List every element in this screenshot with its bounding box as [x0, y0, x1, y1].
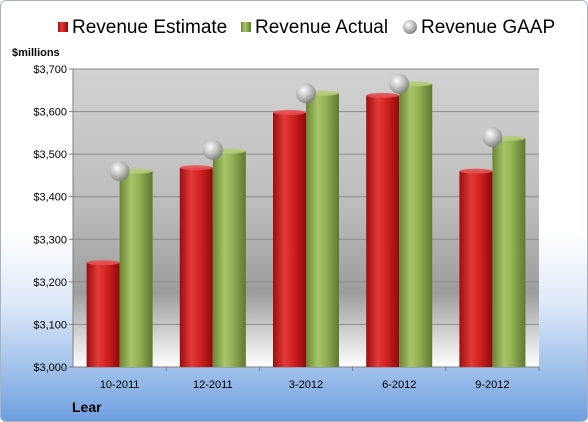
x-tick-label: 6-2012	[382, 379, 416, 391]
y-tick-label: $3,000	[33, 362, 67, 374]
x-axis-ticks: 10-2011 12-2011 3-2012 6-2012 9-2012	[100, 367, 540, 391]
legend-marker-revenue-gaap	[403, 20, 417, 34]
gaap-marker	[389, 73, 410, 94]
y-tick-label: $3,700	[33, 64, 67, 76]
y-tick-label: $3,100	[33, 319, 67, 331]
x-tick-label: 3-2012	[289, 379, 323, 391]
actual-bar	[306, 93, 339, 367]
gaap-marker	[109, 161, 130, 182]
unit-label: $millions	[12, 47, 60, 59]
actual-bar	[212, 151, 246, 367]
estimate-bar	[179, 167, 213, 367]
y-tick-label: $3,400	[33, 192, 67, 204]
y-tick-label: $3,600	[33, 107, 67, 119]
estimate-bar-top	[273, 109, 306, 115]
estimate-bar	[459, 171, 493, 367]
legend-label-revenue-actual: Revenue Actual	[255, 17, 388, 38]
gaap-marker	[296, 83, 316, 104]
legend-label-revenue-gaap: Revenue GAAP	[421, 17, 555, 38]
gaap-markers	[109, 73, 503, 182]
legend-swatch-revenue-estimate	[58, 22, 68, 32]
y-axis-ticks: $3,000 $3,100 $3,200 $3,300 $3,400 $3,500 $3,6…	[33, 64, 74, 374]
gaap-marker	[482, 127, 503, 148]
legend: Revenue Estimate Revenue Actual Revenue …	[58, 17, 555, 38]
y-tick-label: $3,200	[33, 277, 67, 289]
x-tick-label: 9-2012	[475, 379, 509, 391]
x-tick-label: 12-2011	[193, 379, 233, 391]
estimate-bar	[86, 262, 120, 367]
estimate-bar	[366, 95, 400, 367]
company-label: Lear	[72, 399, 102, 415]
actual-bar	[399, 83, 433, 368]
bars	[86, 81, 526, 368]
estimate-bar-top	[459, 168, 493, 174]
actual-bar	[119, 171, 153, 367]
actual-bar	[492, 138, 526, 367]
y-tick-label: $3,500	[33, 149, 67, 161]
y-tick-label: $3,300	[33, 234, 67, 246]
gaap-marker	[202, 139, 223, 160]
estimate-bar	[273, 112, 306, 368]
x-tick-label: 10-2011	[100, 379, 140, 391]
estimate-bar-top	[86, 260, 120, 266]
estimate-bar-top	[179, 165, 213, 171]
estimate-bar-top	[366, 92, 400, 98]
legend-label-revenue-estimate: Revenue Estimate	[72, 17, 227, 38]
legend-swatch-revenue-actual	[241, 22, 251, 32]
